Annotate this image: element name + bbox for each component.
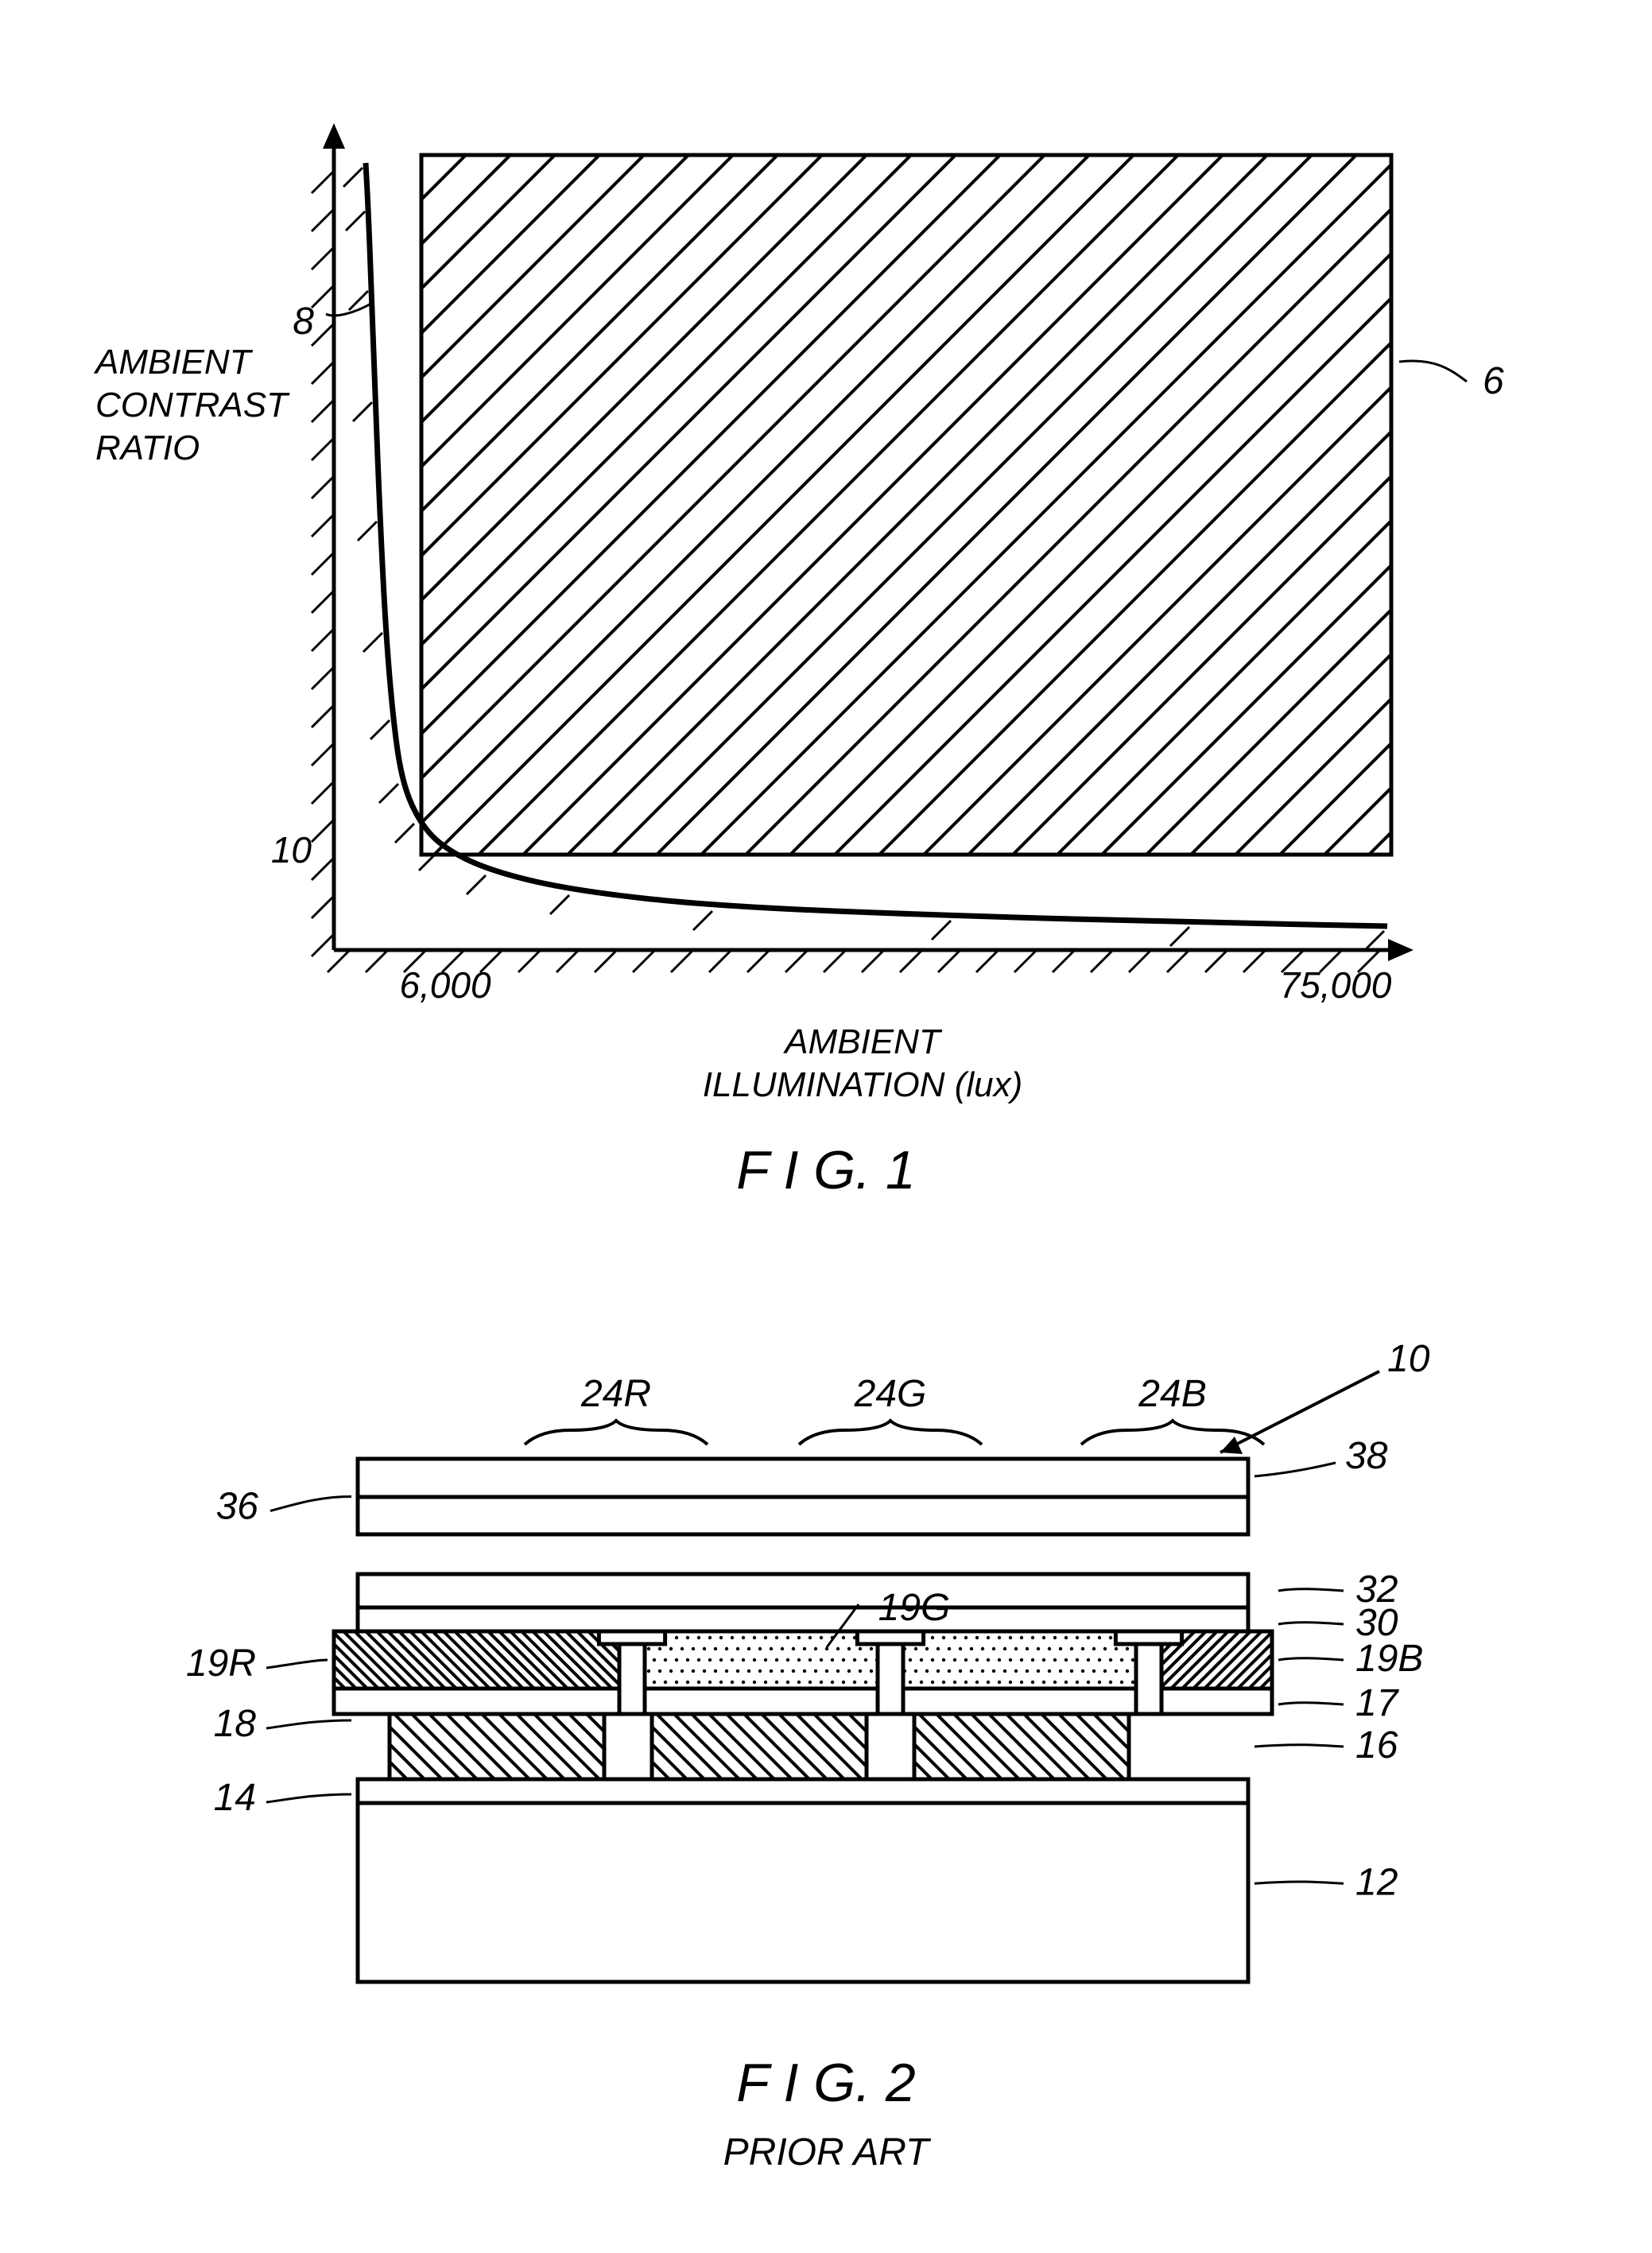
x-tick-6000: 6,000 [399, 964, 491, 1006]
x-axis-arrow [1388, 939, 1414, 961]
fig2-subcaption: PRIOR ART [723, 2131, 932, 2174]
lead-left-19R [266, 1660, 328, 1668]
brace-24G [799, 1421, 982, 1444]
lead-right-32 [1278, 1589, 1344, 1591]
fig-2 [266, 1371, 1384, 1982]
fig-1 [0, 123, 1652, 972]
layer-12 [358, 1803, 1248, 1982]
label-19B: 19B [1355, 1638, 1423, 1680]
layer-32 [358, 1574, 1248, 1607]
lead-right-19B [1278, 1658, 1344, 1660]
usable-region [0, 155, 1652, 855]
label-24G: 24G [854, 1373, 927, 1415]
label-12: 12 [1355, 1861, 1398, 1903]
fig1-caption: F I G. 1 [736, 1140, 915, 1200]
callout-lead-6 [1399, 361, 1467, 382]
layer-30 [358, 1607, 1248, 1631]
layer-14 [358, 1779, 1248, 1803]
label-10: 10 [1387, 1338, 1430, 1380]
callout-8: 8 [293, 301, 314, 343]
figure-canvas: 10 6,000 75,000 AMBIENT CONTRASTRATIO AMBIENT… [0, 0, 1652, 2253]
label-24R: 24R [580, 1373, 651, 1415]
usable-region-box [421, 155, 1391, 855]
y-tick-10: 10 [271, 829, 312, 871]
x-axis-label-1: AMBIENT [782, 1022, 943, 1061]
callout-6: 6 [1483, 360, 1504, 402]
y-axis-label: RATIO [95, 428, 200, 467]
layer-17 [334, 1689, 1272, 1714]
lead-right-30 [1278, 1623, 1344, 1624]
label-19G: 19G [878, 1587, 951, 1629]
lead-left-14 [266, 1794, 351, 1802]
label-17: 17 [1355, 1682, 1400, 1724]
lead-left-18 [266, 1720, 351, 1728]
y-axis-arrow [323, 123, 345, 149]
x-axis-label-2: ILLUMINATION (lux) [703, 1065, 1023, 1104]
y-axis-label: AMBIENT [93, 343, 254, 382]
brace-24R [525, 1421, 708, 1444]
lead-right-12 [1255, 1882, 1344, 1883]
y-axis-label: CONTRAST [95, 386, 290, 425]
label-24B: 24B [1138, 1373, 1206, 1415]
lead-right-17 [1278, 1703, 1344, 1704]
label-38: 38 [1345, 1435, 1388, 1477]
x-tick-75000: 75,000 [1280, 964, 1392, 1006]
fig2-caption: F I G. 2 [736, 2053, 915, 2113]
label-14: 14 [214, 1777, 256, 1819]
label-36: 36 [216, 1486, 259, 1528]
label-16: 16 [1355, 1724, 1398, 1766]
label-18: 18 [214, 1703, 257, 1745]
lead-right-16 [1255, 1745, 1344, 1747]
label-19R: 19R [186, 1642, 256, 1685]
